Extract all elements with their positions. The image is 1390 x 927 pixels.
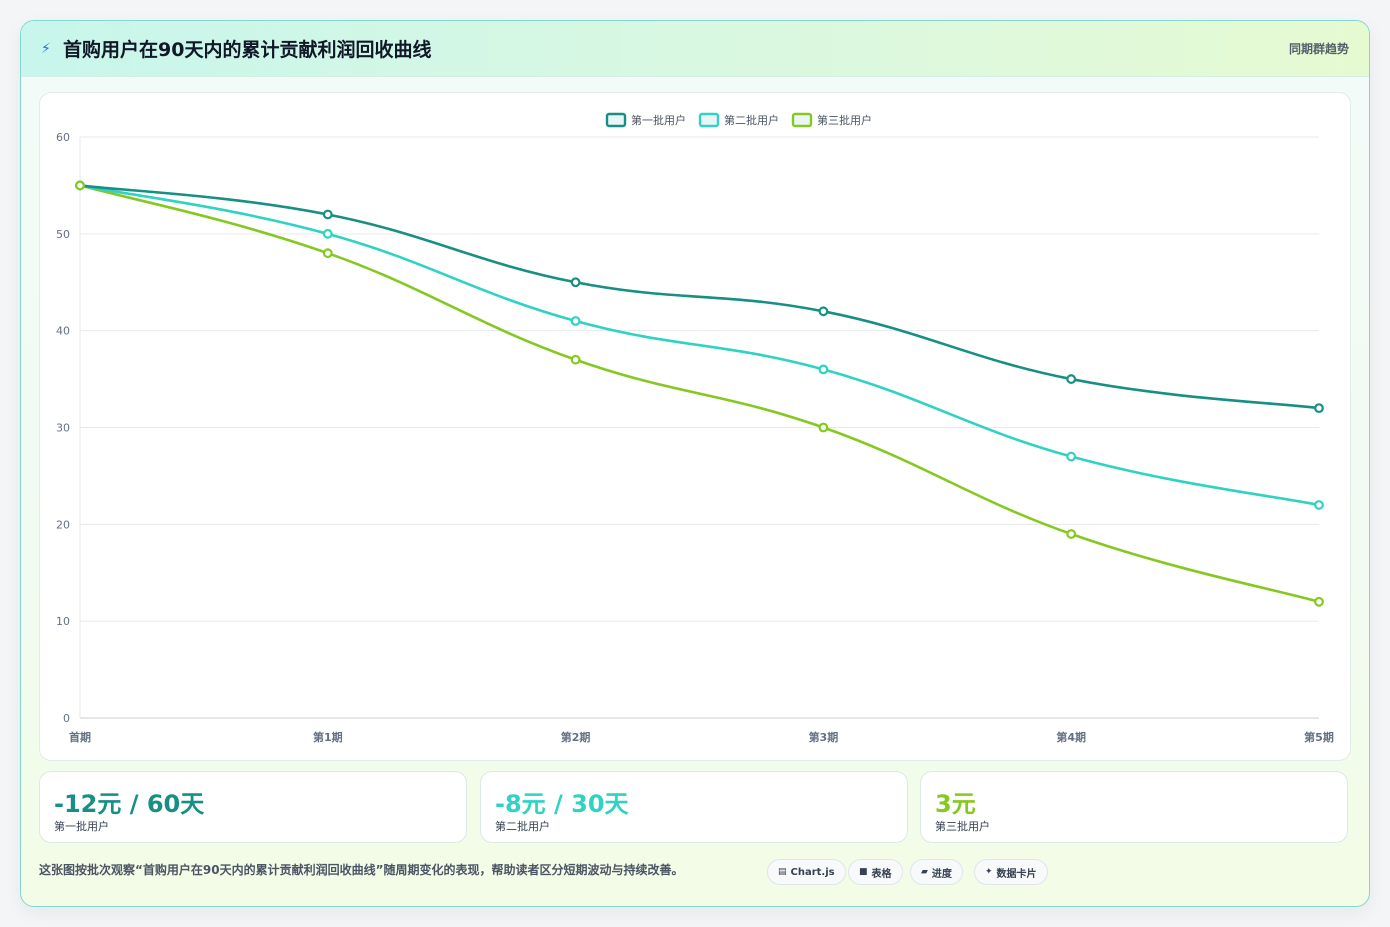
table-icon: ■ [859, 867, 868, 877]
stat-label: 第二批用户 [495, 820, 550, 833]
x-tick-label: 第2期 [561, 730, 591, 744]
pill-label: 表格 [871, 868, 892, 880]
stat-card-2: -8元 / 30天 第二批用户 [480, 771, 908, 843]
data-point [1066, 451, 1077, 462]
data-point [570, 277, 581, 288]
data-point [1314, 500, 1324, 510]
y-tick-label: 20 [56, 518, 70, 531]
y-tick-label: 60 [56, 131, 70, 144]
chart-description: 这张图按批次观察“首购用户在90天内的累计贡献利润回收曲线”随周期变化的表现，帮… [39, 863, 684, 877]
header-tag: 同期群趋势 [1288, 42, 1349, 56]
pill-label: 进度 [931, 868, 952, 880]
data-point [570, 316, 581, 326]
data-point [818, 364, 829, 375]
card-icon: ✦ [985, 867, 993, 877]
series-line [79, 184, 1320, 507]
x-tick-label: 第4期 [1056, 730, 1086, 744]
legend-label: 第二批用户 [724, 113, 779, 127]
data-point [1314, 596, 1324, 607]
x-tick-label: 第5期 [1304, 730, 1334, 744]
data-point [570, 354, 581, 365]
lightning-icon: ⚡ [41, 41, 51, 57]
pill-chartjs[interactable]: ▤ Chart.js [767, 859, 846, 885]
pill-label: 数据卡片 [996, 868, 1037, 880]
stat-value: -12元 / 60天 [54, 790, 205, 818]
y-tick-label: 30 [56, 422, 70, 435]
pill-progress[interactable]: ▰ 进度 [910, 859, 963, 885]
stat-label: 第一批用户 [54, 820, 109, 833]
chart-card: ⚡ 首购用户在90天内的累计贡献利润回收曲线 同期群趋势 0 10 20 30 40 50… [20, 20, 1370, 907]
line-chart: 0 10 20 30 40 50 60 首期 第1期 第2期 第3期 第4期 第5期 第一批用户 第二批用户… [56, 112, 1334, 744]
data-point [75, 180, 85, 191]
pill-label: Chart.js [790, 866, 835, 878]
x-tick-label: 第3期 [809, 730, 839, 744]
series-line [79, 184, 1320, 604]
x-tick-label: 第1期 [313, 730, 343, 744]
chart-panel: 0 10 20 30 40 50 60 首期 第1期 第2期 第3期 第4期 第5期 第一批用户 第二批用户… [39, 92, 1351, 761]
pill-data-card[interactable]: ✦ 数据卡片 [974, 859, 1048, 885]
chart-icon: ▤ [778, 867, 787, 877]
stat-label: 第三批用户 [935, 820, 990, 833]
page-title: 首购用户在90天内的累计贡献利润回收曲线 [63, 39, 432, 61]
data-point [1314, 403, 1324, 414]
data-point [322, 228, 333, 239]
progress-icon: ▰ [921, 867, 928, 877]
card-header: ⚡ 首购用户在90天内的累计贡献利润回收曲线 同期群趋势 [21, 21, 1369, 77]
pill-table[interactable]: ■ 表格 [848, 859, 903, 885]
y-tick-label: 10 [56, 615, 70, 628]
data-point [1066, 374, 1077, 384]
stat-value: -8元 / 30天 [495, 790, 629, 818]
legend-swatch [698, 112, 720, 128]
series-line [79, 184, 1320, 410]
data-point [322, 248, 333, 259]
y-tick-label: 0 [63, 712, 70, 725]
legend-label: 第一批用户 [631, 113, 686, 127]
data-point [1066, 529, 1077, 539]
data-point [818, 306, 829, 317]
legend-swatch [791, 112, 813, 128]
stat-card-3: 3元 第三批用户 [920, 771, 1348, 843]
data-point [818, 422, 829, 433]
y-tick-label: 50 [56, 228, 70, 241]
x-tick-label: 首期 [69, 730, 91, 744]
stat-card-1: -12元 / 60天 第一批用户 [39, 771, 467, 843]
y-tick-label: 40 [56, 325, 70, 338]
data-point [322, 209, 333, 220]
legend-swatch [605, 112, 627, 128]
legend-label: 第三批用户 [817, 113, 872, 127]
stat-value: 3元 [935, 790, 976, 818]
